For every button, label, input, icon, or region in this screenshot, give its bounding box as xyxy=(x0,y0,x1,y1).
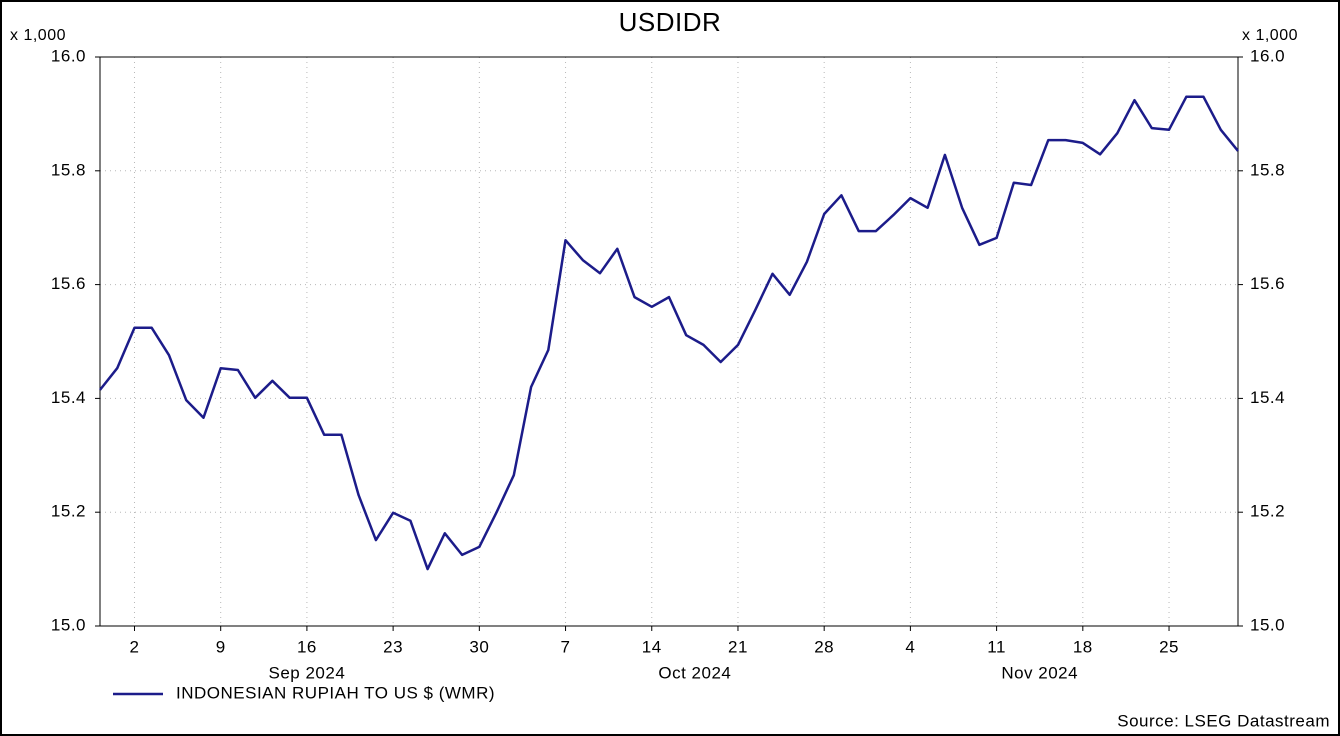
x-tick-label: 16 xyxy=(297,637,317,656)
y-tick-label: 15.4 xyxy=(51,388,86,407)
plot-frame xyxy=(99,56,1239,627)
x-tick-label: 18 xyxy=(1073,637,1093,656)
x-group-label: Sep 2024 xyxy=(269,663,346,682)
y-tick-label: 15.8 xyxy=(51,160,86,179)
x-tick-label: 28 xyxy=(814,637,834,656)
y2-tick-label: 15.6 xyxy=(1250,274,1285,293)
y2-tick-label: 16.0 xyxy=(1250,46,1285,65)
y-tick-label: 16.0 xyxy=(51,46,86,65)
x-tick-label: 23 xyxy=(383,637,403,656)
x-group-label: Oct 2024 xyxy=(658,663,731,682)
chart-title: USDIDR xyxy=(619,7,722,37)
y2-unit-label: x 1,000 xyxy=(1242,27,1298,44)
x-tick-label: 7 xyxy=(561,637,571,656)
y2-tick-label: 15.4 xyxy=(1250,388,1285,407)
y-unit-label: x 1,000 xyxy=(10,27,66,44)
x-tick-label: 9 xyxy=(216,637,226,656)
x-tick-label: 4 xyxy=(905,637,915,656)
legend-label: INDONESIAN RUPIAH TO US $ (WMR) xyxy=(176,683,495,702)
x-tick-label: 21 xyxy=(728,637,748,656)
x-tick-label: 30 xyxy=(469,637,489,656)
x-tick-label: 11 xyxy=(987,637,1006,656)
y-tick-label: 15.2 xyxy=(51,502,86,521)
y2-tick-label: 15.2 xyxy=(1250,502,1285,521)
y-tick-label: 15.6 xyxy=(51,274,86,293)
data-line xyxy=(99,95,1239,571)
y2-tick-label: 15.0 xyxy=(1250,615,1285,634)
y2-tick-label: 15.8 xyxy=(1250,160,1285,179)
y-tick-label: 15.0 xyxy=(51,615,86,634)
source-note: Source: LSEG Datastream xyxy=(1117,711,1330,730)
x-group-label: Nov 2024 xyxy=(1001,663,1078,682)
x-tick-label: 25 xyxy=(1159,637,1179,656)
x-tick-label: 14 xyxy=(642,637,662,656)
x-tick-label: 2 xyxy=(130,637,140,656)
